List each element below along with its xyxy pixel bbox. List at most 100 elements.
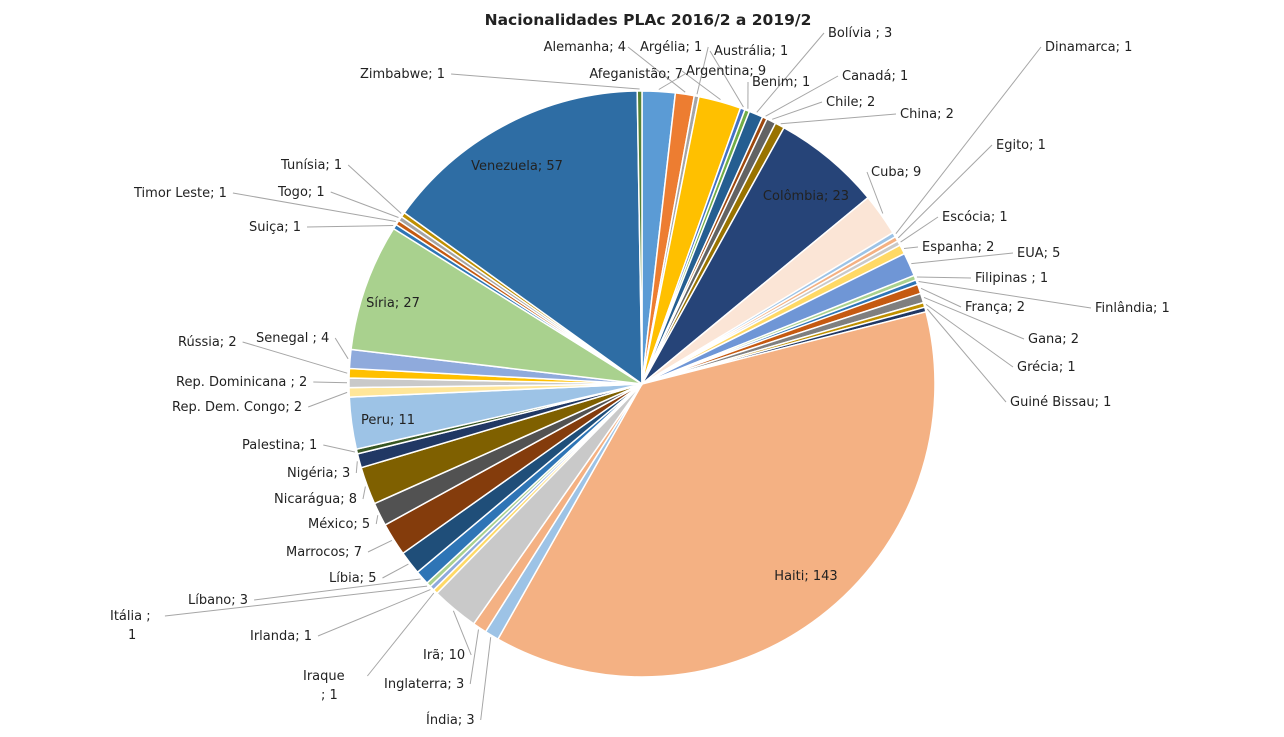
leader-line-togo — [330, 191, 399, 218]
leader-line-canada — [765, 75, 839, 117]
slice-label-suica: Suiça; 1 — [249, 220, 301, 235]
leader-line-timor-leste — [232, 192, 396, 222]
pie-slices — [348, 90, 936, 678]
leader-line-iraque — [367, 592, 435, 677]
slice-label-haiti: Haiti; 143 — [774, 569, 837, 584]
slice-label-canada: Canadá; 1 — [842, 69, 908, 84]
leader-line-bolivia — [756, 32, 825, 113]
slice-label-argentina: Argentina; 9 — [686, 64, 766, 79]
slice-label-rep-dominicana: Rep. Dominicana ; 2 — [176, 375, 307, 390]
slice-label-italia: Itália ; 1 — [110, 609, 151, 643]
leader-line-palestina — [323, 444, 356, 453]
slice-label-alemanha: Alemanha; 4 — [544, 40, 626, 55]
pie-slice-venezuela — [403, 90, 643, 386]
slice-label-zimbabwe: Zimbabwe; 1 — [360, 67, 445, 82]
slice-label-argelia: Argélia; 1 — [640, 40, 702, 55]
slice-label-ira: Irã; 10 — [423, 648, 465, 663]
leader-line-chile — [772, 101, 823, 120]
leader-line-tunisia — [347, 164, 402, 214]
leader-line-filipinas — [916, 276, 972, 279]
slice-label-china: China; 2 — [900, 107, 954, 122]
slice-label-irlanda: Irlanda; 1 — [250, 629, 312, 644]
leader-line-escocia — [900, 216, 939, 243]
slice-label-franca: França; 2 — [965, 300, 1025, 315]
leader-line-mexico — [375, 515, 379, 525]
slice-label-afeganistao: Afeganistão; 7 — [589, 67, 683, 82]
slice-label-espanha: Espanha; 2 — [922, 240, 994, 255]
slice-label-finlandia: Finlândia; 1 — [1095, 301, 1170, 316]
slice-label-libia: Líbia; 5 — [329, 571, 376, 586]
slice-label-venezuela: Venezuela; 57 — [471, 159, 563, 174]
leader-line-espanha — [903, 246, 919, 249]
leader-line-italia — [164, 585, 428, 617]
slice-label-iraque: Iraque; 1 — [303, 669, 345, 703]
leader-line-zimbabwe — [451, 73, 640, 90]
leader-line-franca — [920, 287, 962, 308]
leader-line-senegal — [334, 337, 349, 360]
slice-label-libano: Líbano; 3 — [188, 593, 248, 608]
slice-label-tunisia: Tunísia; 1 — [280, 158, 342, 173]
leader-line-gana — [923, 296, 1025, 340]
slice-label-egito: Egito; 1 — [996, 138, 1046, 153]
pie-slice-siria — [350, 227, 643, 385]
leader-line-india — [480, 637, 492, 721]
slice-label-bolivia: Bolívia ; 3 — [828, 26, 892, 41]
slice-labels: Afeganistão; 7 Alemanha; 4 Argélia; 1 Argen… — [110, 26, 1170, 728]
slice-label-guine-bissau: Guiné Bissau; 1 — [1010, 395, 1111, 410]
leader-line-dinamarca — [895, 46, 1042, 235]
leader-line-rep-dominicana — [313, 381, 348, 384]
leader-line-egito — [897, 144, 993, 239]
leader-line-australia — [709, 50, 744, 108]
leader-line-nicaragua — [362, 486, 366, 500]
leader-line-libano — [254, 578, 421, 601]
slice-label-marrocos: Marrocos; 7 — [286, 545, 362, 560]
slice-label-russia: Rússia; 2 — [178, 335, 237, 350]
slice-label-australia: Austrália; 1 — [714, 44, 788, 59]
slice-label-nigeria: Nigéria; 3 — [287, 466, 350, 481]
slice-label-peru: Peru; 11 — [361, 413, 415, 428]
slice-label-senegal: Senegal ; 4 — [256, 331, 329, 346]
slice-label-cuba: Cuba; 9 — [871, 165, 921, 180]
slice-label-gana: Gana; 2 — [1028, 332, 1079, 347]
slice-label-grecia: Grécia; 1 — [1017, 360, 1076, 375]
leader-line-eua — [911, 252, 1014, 265]
slice-label-filipinas: Filipinas ; 1 — [975, 271, 1048, 286]
leader-line-guine-bissau — [926, 308, 1007, 403]
slice-label-india: Índia; 3 — [426, 712, 475, 728]
slice-label-dinamarca: Dinamarca; 1 — [1045, 40, 1132, 55]
leader-line-grecia — [925, 303, 1014, 368]
leader-line-china — [780, 113, 897, 125]
slice-label-rep-dem-congo: Rep. Dem. Congo; 2 — [172, 400, 302, 415]
leader-line-inglaterra — [469, 629, 479, 685]
leader-lines — [164, 32, 1092, 721]
slice-label-benim: Benim; 1 — [752, 75, 810, 90]
chart-title: Nacionalidades PLAc 2016/2 a 2019/2 — [485, 11, 812, 29]
leader-line-argentina — [681, 70, 721, 101]
leader-line-marrocos — [367, 539, 393, 553]
slice-label-chile: Chile; 2 — [826, 95, 875, 110]
slice-label-palestina: Palestina; 1 — [242, 438, 317, 453]
leader-line-libia — [382, 563, 409, 579]
slice-label-eua: EUA; 5 — [1017, 246, 1060, 261]
leader-line-alemanha — [627, 46, 686, 93]
slice-label-togo: Togo; 1 — [277, 185, 325, 200]
leader-line-irlanda — [317, 589, 431, 637]
slice-label-escocia: Escócia; 1 — [942, 210, 1008, 225]
slice-label-timor-leste: Timor Leste; 1 — [133, 186, 227, 201]
leader-line-finlandia — [918, 281, 1092, 309]
leader-line-argelia — [696, 46, 709, 95]
leader-line-rep-dem-congo — [308, 391, 348, 408]
leader-line-ira — [452, 610, 472, 656]
slice-label-nicaragua: Nicarágua; 8 — [274, 492, 357, 507]
slice-label-siria: Síria; 27 — [366, 296, 420, 311]
leader-line-cuba — [866, 171, 884, 214]
slice-label-mexico: México; 5 — [308, 517, 370, 532]
leader-line-nigeria — [355, 461, 358, 474]
leader-line-russia — [242, 341, 348, 374]
leader-line-suica — [306, 225, 394, 228]
slice-label-colombia: Colômbia; 23 — [763, 189, 849, 204]
slice-label-inglaterra: Inglaterra; 3 — [384, 677, 464, 692]
pie-slice-haiti — [496, 310, 936, 678]
pie-slice-zimbabwe — [636, 90, 643, 385]
